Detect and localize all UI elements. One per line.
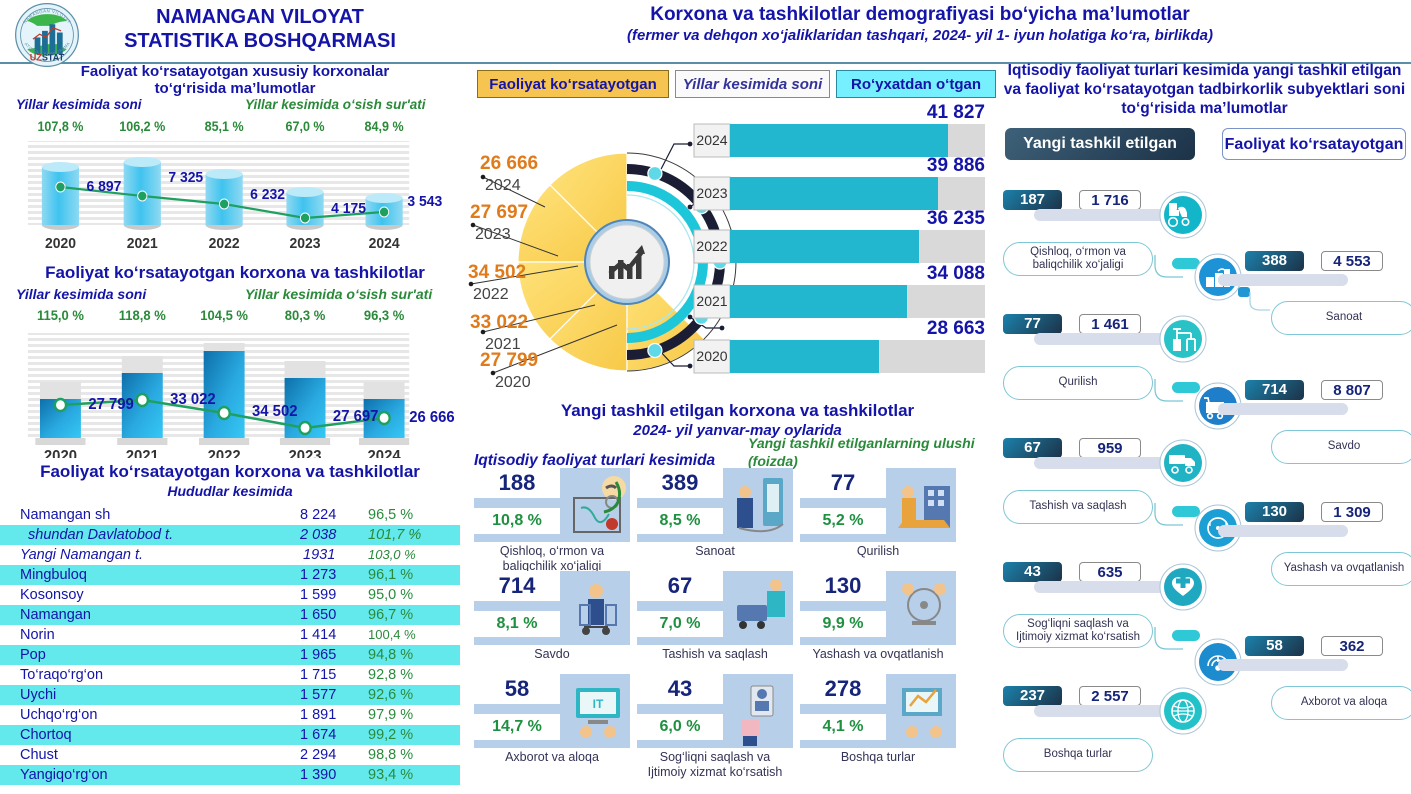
svg-text:27 697: 27 697 xyxy=(333,408,378,426)
svg-text:IT: IT xyxy=(593,697,604,711)
svg-text:26 666: 26 666 xyxy=(480,153,538,174)
svg-text:2022: 2022 xyxy=(473,286,509,303)
svg-text:67,0 %: 67,0 % xyxy=(286,121,325,134)
svg-text:39 886: 39 886 xyxy=(927,155,985,176)
svg-text:2024: 2024 xyxy=(369,236,400,253)
svg-text:115,0 %: 115,0 % xyxy=(37,308,84,323)
svg-text:26 666: 26 666 xyxy=(409,409,455,427)
svg-text:33 022: 33 022 xyxy=(470,312,528,333)
svg-text:2022: 2022 xyxy=(208,448,241,458)
svg-text:41 827: 41 827 xyxy=(927,102,985,123)
svg-text:7 325: 7 325 xyxy=(168,170,203,187)
svg-text:2021: 2021 xyxy=(485,336,521,353)
svg-text:6 232: 6 232 xyxy=(250,187,285,204)
svg-text:104,5 %: 104,5 % xyxy=(200,308,248,323)
svg-text:107,8 %: 107,8 % xyxy=(37,121,83,134)
svg-text:27 697: 27 697 xyxy=(470,202,528,223)
svg-text:106,2 %: 106,2 % xyxy=(119,121,165,134)
svg-text:2023: 2023 xyxy=(289,448,322,458)
svg-text:2024: 2024 xyxy=(485,177,521,194)
svg-text:2021: 2021 xyxy=(126,448,159,458)
svg-text:85,1 %: 85,1 % xyxy=(205,121,244,134)
svg-text:2022: 2022 xyxy=(696,238,727,254)
svg-text:2020: 2020 xyxy=(696,348,727,364)
svg-text:36 235: 36 235 xyxy=(927,208,986,229)
svg-text:2020: 2020 xyxy=(45,236,76,253)
svg-text:80,3 %: 80,3 % xyxy=(285,308,325,323)
svg-text:2023: 2023 xyxy=(475,226,511,243)
svg-text:2020: 2020 xyxy=(495,374,531,391)
svg-text:34 502: 34 502 xyxy=(468,262,526,283)
svg-text:84,9 %: 84,9 % xyxy=(365,121,404,134)
svg-text:28 663: 28 663 xyxy=(927,318,985,339)
svg-text:2021: 2021 xyxy=(696,293,727,309)
svg-text:2024: 2024 xyxy=(368,448,401,458)
svg-text:33 022: 33 022 xyxy=(170,391,215,409)
svg-text:27 799: 27 799 xyxy=(480,350,538,371)
svg-text:34 502: 34 502 xyxy=(252,403,297,421)
svg-text:2024: 2024 xyxy=(696,132,727,148)
svg-text:96,3 %: 96,3 % xyxy=(364,308,404,323)
svg-text:2023: 2023 xyxy=(290,236,321,253)
svg-text:34 088: 34 088 xyxy=(927,263,985,284)
svg-text:2021: 2021 xyxy=(127,236,158,253)
svg-text:118,8 %: 118,8 % xyxy=(119,308,166,323)
svg-text:2022: 2022 xyxy=(209,236,240,253)
svg-text:4 175: 4 175 xyxy=(331,201,366,218)
svg-text:6 897: 6 897 xyxy=(86,179,121,196)
svg-text:2023: 2023 xyxy=(696,185,727,201)
svg-text:3 543: 3 543 xyxy=(407,194,442,211)
svg-text:2020: 2020 xyxy=(44,448,77,458)
svg-text:27 799: 27 799 xyxy=(88,396,134,414)
